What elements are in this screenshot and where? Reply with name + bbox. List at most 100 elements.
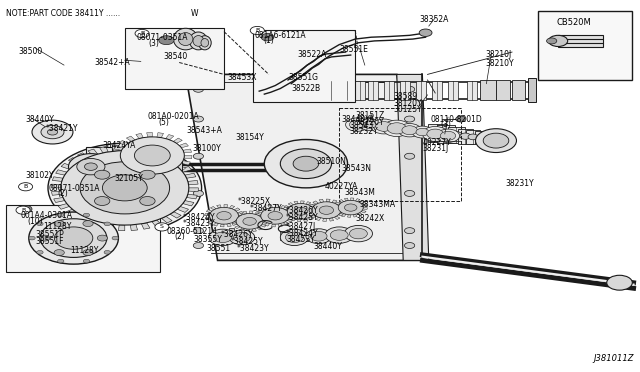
Polygon shape [340,210,346,212]
Circle shape [234,232,250,242]
Polygon shape [213,223,218,226]
Polygon shape [360,201,365,203]
Polygon shape [340,206,345,209]
Circle shape [261,33,274,41]
Circle shape [54,221,64,227]
Polygon shape [183,149,191,153]
Circle shape [83,221,93,227]
Circle shape [83,259,90,263]
Polygon shape [152,220,161,227]
Polygon shape [232,223,237,225]
Polygon shape [353,214,357,217]
Circle shape [285,232,303,243]
Polygon shape [255,212,260,215]
Text: *38424Y: *38424Y [182,213,215,222]
Polygon shape [262,217,267,220]
Polygon shape [310,215,316,218]
Polygon shape [286,216,291,219]
Circle shape [104,222,111,226]
Circle shape [16,206,30,214]
Polygon shape [326,199,330,202]
Polygon shape [112,145,119,151]
Polygon shape [177,166,186,171]
Polygon shape [351,198,354,201]
Polygon shape [126,136,135,141]
Polygon shape [283,209,287,211]
Text: 08110-8201D: 08110-8201D [430,115,482,124]
Circle shape [83,250,93,256]
Circle shape [349,228,367,239]
Circle shape [261,207,289,224]
Polygon shape [337,202,342,205]
Text: (5): (5) [159,118,170,126]
Circle shape [436,129,460,142]
Circle shape [364,121,376,128]
Circle shape [112,236,118,240]
Circle shape [427,129,444,139]
Circle shape [48,143,202,232]
Bar [326,81,336,100]
Polygon shape [243,211,247,214]
Circle shape [159,36,174,45]
Text: *38424Y: *38424Y [286,229,319,238]
Text: (2): (2) [174,232,185,241]
Circle shape [29,236,35,240]
Text: J381011Z: J381011Z [593,354,634,363]
Polygon shape [136,146,144,152]
Text: 38154Y: 38154Y [236,133,264,142]
Polygon shape [260,224,266,227]
Text: 38453Y: 38453Y [286,235,315,244]
Polygon shape [334,209,339,211]
Circle shape [95,196,110,205]
Polygon shape [179,143,188,148]
Circle shape [193,153,204,159]
Polygon shape [361,210,366,213]
Circle shape [430,129,444,137]
Circle shape [349,120,365,129]
Polygon shape [313,207,318,210]
Text: 11128Y: 11128Y [44,222,72,231]
Polygon shape [339,199,344,202]
Polygon shape [183,201,194,206]
Text: 38232Y: 38232Y [349,127,378,136]
Polygon shape [166,155,177,161]
Polygon shape [348,215,351,217]
Bar [528,78,536,102]
Text: 38210J: 38210J [485,50,511,59]
Circle shape [29,212,118,264]
Bar [416,81,426,100]
Circle shape [140,196,155,205]
Circle shape [456,116,466,122]
Bar [432,81,442,100]
Polygon shape [65,209,76,215]
Polygon shape [184,155,192,159]
Polygon shape [77,153,88,159]
Bar [125,28,224,89]
Polygon shape [177,206,189,212]
Text: 38440Y: 38440Y [314,242,342,251]
Text: *38426Y: *38426Y [286,206,319,215]
Text: CB520M: CB520M [557,18,591,27]
Polygon shape [287,219,293,222]
Circle shape [416,128,429,136]
Text: *38427Y: *38427Y [250,204,282,213]
Circle shape [243,217,257,225]
Polygon shape [73,214,84,221]
Text: 38453X: 38453X [227,73,257,81]
Polygon shape [237,212,243,214]
Circle shape [387,123,406,134]
Circle shape [236,214,263,229]
Polygon shape [131,171,139,176]
Circle shape [134,145,170,166]
Text: 40227YA: 40227YA [325,182,358,191]
Circle shape [310,231,327,241]
Polygon shape [233,215,239,218]
Polygon shape [264,223,269,226]
Circle shape [477,135,486,140]
Bar [437,125,455,143]
Polygon shape [284,222,289,225]
Polygon shape [220,224,224,227]
Text: 38100Y: 38100Y [192,144,221,153]
Circle shape [404,243,415,248]
Circle shape [80,162,170,214]
